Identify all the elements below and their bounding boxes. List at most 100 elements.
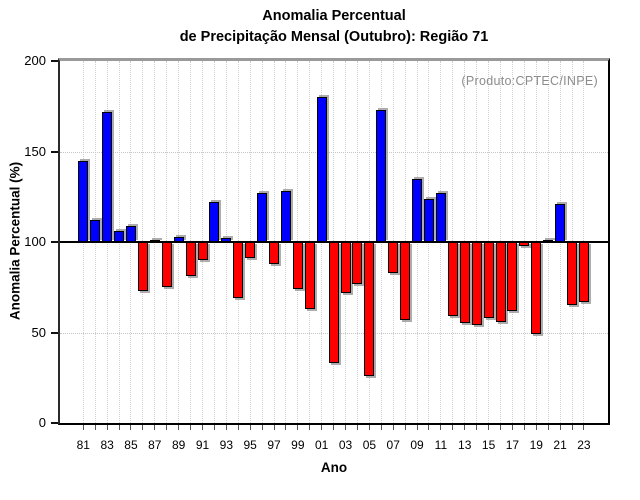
bar-06 <box>376 109 387 242</box>
bar-20 <box>543 240 554 243</box>
x-tick-86 <box>142 425 144 430</box>
x-tick-label-21: 21 <box>553 438 567 452</box>
bar-08 <box>400 242 411 320</box>
x-tick-05 <box>368 425 370 430</box>
bar-98 <box>280 191 291 242</box>
y-tick-100 <box>51 241 58 243</box>
bar-99 <box>292 242 303 290</box>
bar-09 <box>412 178 423 242</box>
x-tick-08 <box>404 425 406 430</box>
x-tick-label-89: 89 <box>171 438 186 452</box>
x-tick-99 <box>297 425 299 430</box>
bar-11 <box>435 193 446 242</box>
x-tick-90 <box>190 425 192 430</box>
bar-05 <box>364 242 375 376</box>
x-tick-82 <box>94 425 96 430</box>
bar-87 <box>149 240 160 243</box>
x-tick-85 <box>130 425 132 430</box>
bar-91 <box>197 242 208 261</box>
x-tick-label-91: 91 <box>195 438 210 452</box>
y-tick-0 <box>51 422 58 424</box>
x-tick-07 <box>392 425 394 430</box>
x-tick-93 <box>225 425 227 430</box>
x-tick-96 <box>261 425 263 430</box>
producer-annotation: (Produto:CPTEC/INPE) <box>461 74 598 88</box>
y-tick-200 <box>51 60 58 62</box>
bar-83 <box>102 111 113 242</box>
bar-84 <box>114 231 125 242</box>
bar-10 <box>423 198 434 242</box>
x-tick-23 <box>583 425 585 430</box>
x-tick-89 <box>178 425 180 430</box>
x-tick-label-95: 95 <box>243 438 257 452</box>
bar-21 <box>555 203 566 242</box>
bar-95 <box>245 242 256 259</box>
bar-07 <box>388 242 399 273</box>
x-tick-92 <box>213 425 215 430</box>
x-tick-10 <box>428 425 430 430</box>
x-tick-18 <box>523 425 525 430</box>
x-tick-00 <box>309 425 311 430</box>
y-tick-label-0: 0 <box>38 415 46 430</box>
plot-area <box>58 58 610 425</box>
bar-86 <box>137 242 148 291</box>
x-tick-label-85: 85 <box>124 438 138 452</box>
x-tick-label-15: 15 <box>481 438 496 452</box>
chart-title-line2: de Precipitação Mensal (Outubro): Região… <box>179 29 489 45</box>
y-tick-150 <box>51 150 58 153</box>
x-tick-12 <box>452 425 454 430</box>
x-tick-label-13: 13 <box>458 438 472 452</box>
x-tick-label-23: 23 <box>577 438 591 452</box>
x-tick-label-03: 03 <box>338 438 353 452</box>
bar-97 <box>269 242 280 264</box>
bar-92 <box>209 202 220 242</box>
bar-93 <box>221 238 232 242</box>
bar-02 <box>328 242 339 364</box>
bar-89 <box>173 236 184 242</box>
x-tick-label-07: 07 <box>386 438 400 452</box>
x-tick-label-87: 87 <box>148 438 162 452</box>
bar-13 <box>459 242 470 324</box>
chart-title-line1: Anomalia Percentual <box>262 8 406 24</box>
bar-12 <box>447 242 458 317</box>
x-tick-label-11: 11 <box>434 438 448 452</box>
bar-90 <box>185 242 196 277</box>
x-tick-label-93: 93 <box>219 438 233 452</box>
x-tick-22 <box>571 425 573 430</box>
x-tick-14 <box>476 425 478 430</box>
x-tick-83 <box>106 425 108 430</box>
bar-01 <box>316 97 327 242</box>
bar-00 <box>304 242 315 309</box>
x-tick-15 <box>488 425 490 430</box>
x-axis-label: Ano <box>320 460 348 475</box>
x-tick-label-81: 81 <box>76 438 90 452</box>
x-tick-84 <box>118 425 120 430</box>
x-tick-06 <box>380 425 382 430</box>
bar-15 <box>483 242 494 319</box>
x-tick-81 <box>82 425 84 430</box>
x-tick-11 <box>440 425 442 430</box>
bar-03 <box>340 242 351 293</box>
x-tick-17 <box>511 425 513 430</box>
bar-94 <box>233 242 244 299</box>
x-tick-label-01: 01 <box>315 438 329 452</box>
x-tick-98 <box>285 425 287 430</box>
x-tick-87 <box>154 425 156 430</box>
y-tick-label-100: 100 <box>24 234 46 249</box>
x-tick-label-99: 99 <box>291 438 305 452</box>
x-tick-97 <box>273 425 275 430</box>
x-tick-label-83: 83 <box>100 438 114 452</box>
x-tick-label-09: 09 <box>410 438 424 452</box>
y-tick-label-200: 200 <box>24 53 46 68</box>
x-tick-01 <box>321 425 323 430</box>
bar-85 <box>125 225 136 242</box>
x-tick-94 <box>237 425 239 430</box>
bar-17 <box>507 242 518 311</box>
x-tick-91 <box>202 425 203 430</box>
bar-14 <box>471 242 482 326</box>
x-tick-88 <box>166 425 168 430</box>
bar-19 <box>531 242 542 335</box>
bar-23 <box>578 242 589 302</box>
y-tick-label-50: 50 <box>31 324 46 340</box>
x-tick-label-97: 97 <box>267 438 281 452</box>
